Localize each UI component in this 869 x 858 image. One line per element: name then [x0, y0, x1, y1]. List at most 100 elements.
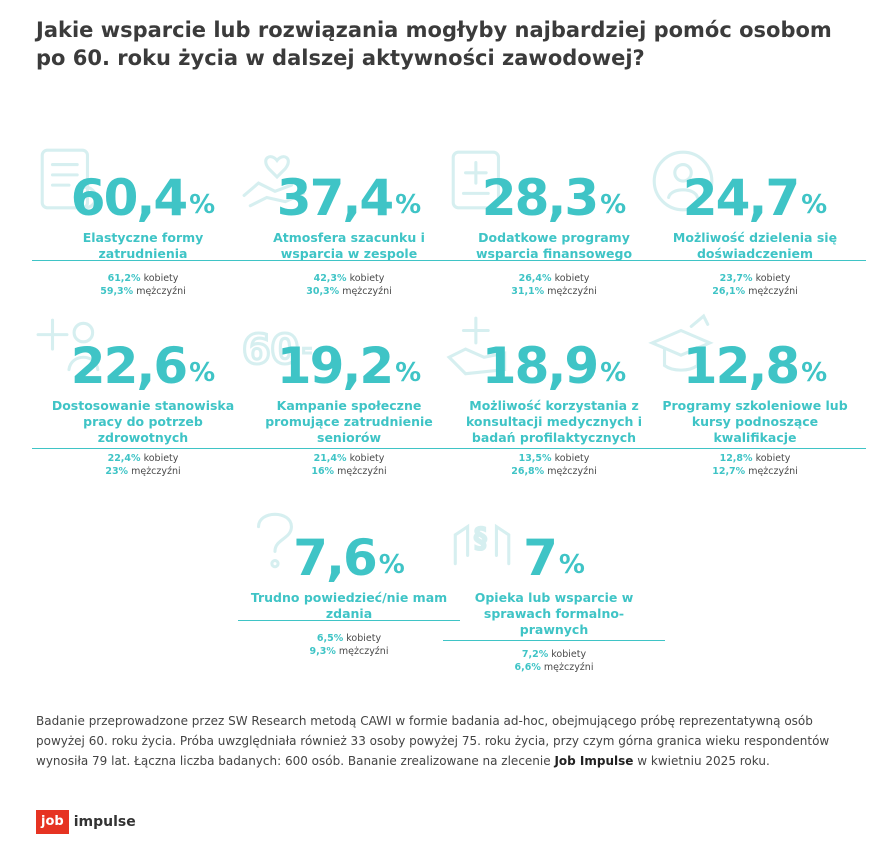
stat-unit: %	[558, 550, 585, 580]
stat-label: Programy szkoleniowe lub kursy podnosząc…	[662, 398, 848, 445]
stat-card: 18,9% Możliwość korzystania z konsultacji…	[443, 316, 665, 506]
men-share: 26,1% mężczyźni	[660, 285, 850, 298]
stat-divider	[443, 448, 665, 449]
footnote-text: Badanie przeprowadzone przez SW Research…	[36, 714, 830, 768]
svg-text:§: §	[474, 523, 487, 554]
men-share-value: 59,3%	[100, 286, 134, 297]
men-share: 9,3% mężczyźni	[254, 645, 444, 658]
men-share-value: 30,3%	[306, 286, 340, 297]
men-share-value: 16%	[311, 466, 335, 477]
stat-divider	[443, 640, 665, 641]
men-share-label: mężczyźni	[540, 662, 594, 673]
stat-number: 28,3	[481, 169, 599, 227]
women-share-label: kobiety	[140, 453, 179, 464]
stat-unit: %	[395, 190, 422, 220]
men-share: 16% mężczyźni	[254, 465, 444, 478]
stat-value: 12,8%	[660, 338, 850, 401]
stat-number: 18,9	[481, 337, 599, 395]
stat-divider	[443, 260, 665, 261]
women-share-label: kobiety	[346, 453, 385, 464]
stat-divider	[238, 260, 460, 261]
logo-word: impulse	[73, 814, 136, 830]
stat-value: 22,6%	[48, 338, 238, 401]
men-share-label: mężczyźni	[544, 466, 597, 477]
men-share-value: 26,8%	[511, 466, 545, 477]
stat-divider	[32, 260, 254, 261]
men-share-label: mężczyźni	[544, 286, 597, 297]
men-share-label: mężczyźni	[133, 286, 186, 297]
stat-divider	[644, 260, 866, 261]
men-share-label: mężczyźni	[334, 466, 387, 477]
women-share: 21,4% kobiety	[254, 452, 444, 465]
form-checklist-icon	[40, 148, 98, 210]
stat-card: 60+19,2%Kampanie społeczne promujące zat…	[238, 324, 460, 506]
page-title: Jakie wsparcie lub rozwiązania mogłyby n…	[36, 18, 832, 70]
women-share: 23,7% kobiety	[660, 272, 850, 285]
women-share-value: 26,4%	[518, 273, 552, 284]
men-share-value: 26,1%	[712, 286, 746, 297]
men-share-label: mężczyźni	[128, 466, 181, 477]
stat-card: § 7% Opieka lub wsparcie w sprawach formal…	[443, 518, 665, 698]
women-share: 26,4% kobiety	[459, 272, 649, 285]
stat-card: 37,4% Atmosfera szacunku i wsparcia w zes…	[238, 155, 460, 338]
stat-value: 7,6%	[254, 530, 444, 593]
question-mark-icon	[256, 512, 293, 569]
stat-card: 7,6% Trudno powiedzieć/nie mam zdania 6,5%…	[238, 512, 460, 698]
men-share: 59,3% mężczyźni	[48, 285, 238, 298]
stat-value: 24,7%	[660, 170, 850, 233]
men-share-value: 12,7%	[712, 466, 746, 477]
women-share: 42,3% kobiety	[254, 272, 444, 285]
men-share-value: 31,1%	[511, 286, 545, 297]
medical-card-icon	[451, 150, 501, 210]
stat-label: Opieka lub wsparcie w sprawach formalno-…	[474, 590, 634, 637]
stat-number: 22,6	[70, 337, 188, 395]
stat-value: 60,4%	[48, 170, 238, 233]
logo-box: job	[36, 810, 69, 834]
stat-divider	[238, 620, 460, 621]
women-share-label: kobiety	[752, 273, 791, 284]
stat-divider	[32, 448, 254, 449]
stat-divider	[238, 448, 460, 449]
footnote-client: Job Impulse	[554, 754, 634, 768]
stat-unit: %	[395, 358, 422, 388]
women-share-label: kobiety	[346, 273, 385, 284]
stat-value: 18,9%	[459, 338, 649, 401]
person-sharing-icon	[652, 150, 714, 212]
stat-label: Dodatkowe programy wsparcia finansowego	[475, 230, 633, 261]
stat-value: 7%	[459, 530, 649, 593]
women-share-label: kobiety	[548, 649, 587, 660]
men-share: 30,3% mężczyźni	[254, 285, 444, 298]
men-share: 26,8% mężczyźni	[459, 465, 649, 478]
stat-value: 19,2%	[254, 338, 444, 401]
men-share-value: 6,6%	[514, 662, 541, 673]
stat-card: 12,8% Programy szkoleniowe lub kursy podn…	[644, 313, 866, 506]
men-share: 12,7% mężczyźni	[660, 465, 850, 478]
stat-unit: %	[600, 190, 627, 220]
women-share: 6,5% kobiety	[254, 632, 444, 645]
health-person-icon	[36, 318, 100, 372]
stat-label: Elastyczne formy zatrudnienia	[82, 230, 204, 261]
svg-text:60+: 60+	[242, 325, 312, 373]
stat-number: 19,2	[276, 337, 394, 395]
stat-card: 28,3% Dodatkowe programy wsparcia finanso…	[443, 150, 665, 338]
stat-unit: %	[189, 190, 216, 220]
men-share-value: 9,3%	[309, 646, 336, 657]
women-share-value: 21,4%	[313, 453, 347, 464]
stat-number: 7,6	[293, 529, 378, 587]
women-share-value: 22,4%	[107, 453, 141, 464]
stat-card: 24,7% Możliwość dzielenia się doświadczen…	[644, 150, 866, 338]
stat-label: Możliwość dzielenia się doświadczeniem	[672, 230, 838, 261]
stat-number: 24,7	[682, 169, 800, 227]
stat-unit: %	[801, 190, 828, 220]
women-share: 22,4% kobiety	[48, 452, 238, 465]
men-share-value: 23%	[105, 466, 129, 477]
stat-unit: %	[600, 358, 627, 388]
women-share-value: 13,5%	[518, 453, 552, 464]
caring-hands-icon	[242, 155, 306, 208]
stat-label: Atmosfera szacunku i wsparcia w zespole	[273, 230, 425, 261]
stat-unit: %	[189, 358, 216, 388]
methodology-footnote: Badanie przeprowadzone przez SW Research…	[36, 711, 848, 771]
women-share-label: kobiety	[343, 633, 382, 644]
medical-hand-icon	[446, 316, 507, 376]
men-share-label: mężczyźni	[745, 286, 798, 297]
